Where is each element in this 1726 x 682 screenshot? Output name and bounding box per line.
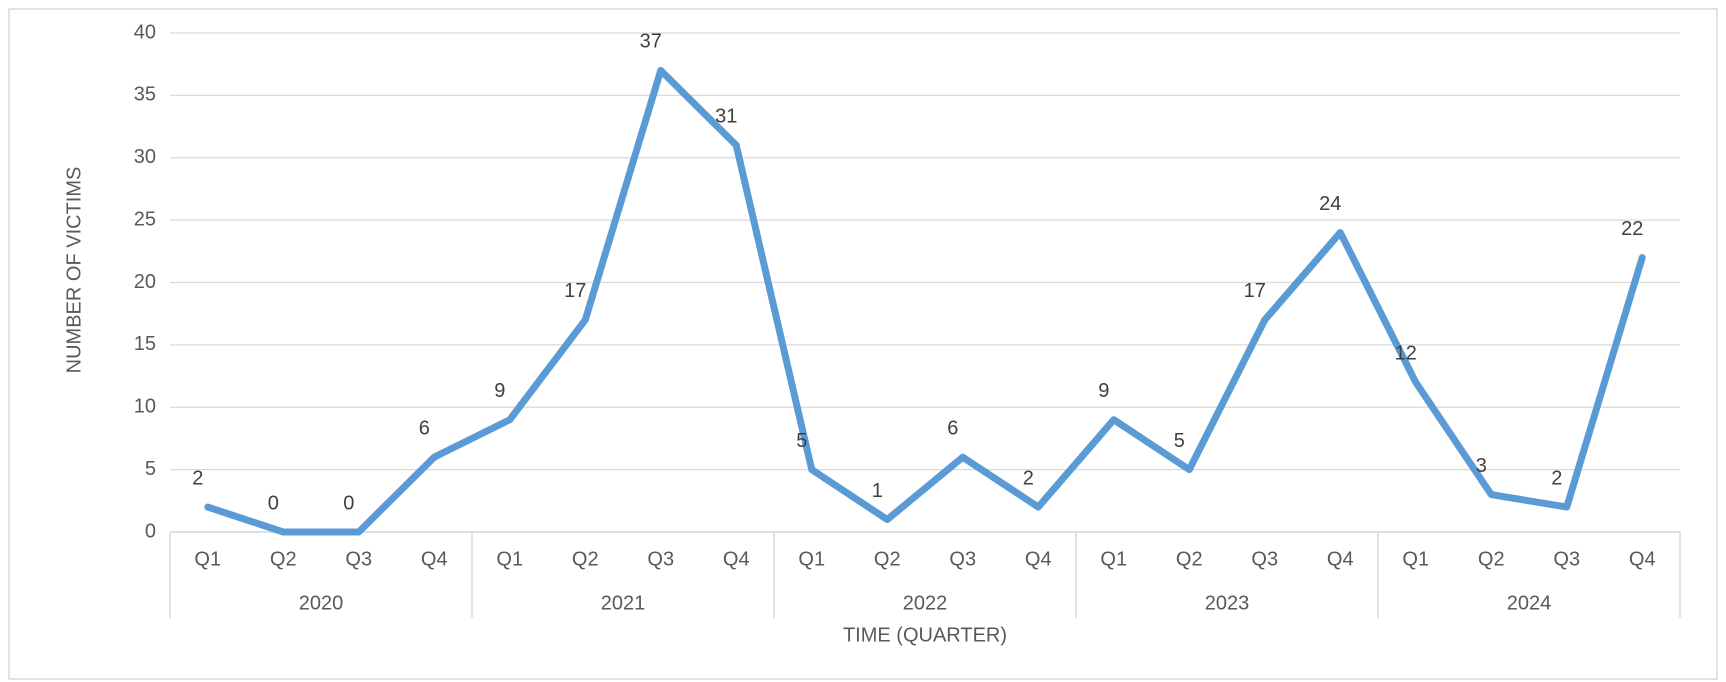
x-tick-label: Q2 bbox=[1478, 548, 1505, 570]
x-tick-label: Q1 bbox=[194, 548, 221, 570]
data-label: 5 bbox=[1174, 430, 1185, 452]
data-label: 3 bbox=[1476, 455, 1487, 477]
data-label: 37 bbox=[640, 31, 662, 53]
group-label: 2022 bbox=[903, 592, 948, 614]
y-tick-label: 30 bbox=[134, 146, 156, 168]
x-tick-label: Q3 bbox=[345, 548, 372, 570]
x-tick-label: Q4 bbox=[1025, 548, 1052, 570]
x-tick-label: Q4 bbox=[1327, 548, 1354, 570]
data-label: 6 bbox=[419, 417, 430, 439]
data-label: 0 bbox=[343, 492, 354, 514]
y-axis-label: NUMBER OF VICTIMS bbox=[63, 167, 85, 374]
x-tick-label: Q3 bbox=[1251, 548, 1278, 570]
y-tick-label: 20 bbox=[134, 271, 156, 293]
y-tick-label: 0 bbox=[145, 520, 156, 542]
y-tick-label: 25 bbox=[134, 208, 156, 230]
x-tick-label: Q1 bbox=[1100, 548, 1127, 570]
group-label: 2024 bbox=[1507, 592, 1552, 614]
data-label: 9 bbox=[494, 380, 505, 402]
data-label: 5 bbox=[796, 430, 807, 452]
data-line bbox=[204, 66, 1646, 536]
y-tick-label: 10 bbox=[134, 396, 156, 418]
data-label: 24 bbox=[1319, 193, 1341, 215]
data-label: 1 bbox=[872, 480, 883, 502]
y-tick-label: 35 bbox=[134, 84, 156, 106]
y-tick-label: 15 bbox=[134, 333, 156, 355]
data-label: 17 bbox=[564, 280, 586, 302]
x-tick-label: Q2 bbox=[874, 548, 901, 570]
x-tick-label: Q2 bbox=[572, 548, 599, 570]
data-label: 22 bbox=[1621, 218, 1643, 240]
x-tick-label: Q3 bbox=[647, 548, 674, 570]
x-tick-label: Q1 bbox=[1402, 548, 1429, 570]
x-tick-label: Q2 bbox=[270, 548, 297, 570]
y-tick-label: 5 bbox=[145, 458, 156, 480]
group-label: 2020 bbox=[299, 592, 344, 614]
data-label: 31 bbox=[715, 106, 737, 128]
x-axis-label: TIME (QUARTER) bbox=[843, 624, 1007, 646]
x-tick-label: Q4 bbox=[421, 548, 448, 570]
group-label: 2021 bbox=[601, 592, 646, 614]
group-label: 2023 bbox=[1205, 592, 1250, 614]
x-tick-label: Q3 bbox=[949, 548, 976, 570]
x-tick-label: Q4 bbox=[1629, 548, 1656, 570]
data-label: 2 bbox=[1023, 467, 1034, 489]
x-tick-label: Q2 bbox=[1176, 548, 1203, 570]
data-label: 0 bbox=[268, 492, 279, 514]
data-label: 12 bbox=[1395, 343, 1417, 365]
data-label: 6 bbox=[947, 417, 958, 439]
data-label: 9 bbox=[1098, 380, 1109, 402]
data-label: 17 bbox=[1244, 280, 1266, 302]
x-tick-label: Q4 bbox=[723, 548, 750, 570]
data-label: 2 bbox=[1551, 467, 1562, 489]
x-tick-label: Q3 bbox=[1553, 548, 1580, 570]
x-tick-label: Q1 bbox=[798, 548, 825, 570]
data-label: 2 bbox=[192, 467, 203, 489]
chart-border bbox=[8, 8, 1718, 680]
y-tick-label: 40 bbox=[134, 21, 156, 43]
x-tick-label: Q1 bbox=[496, 548, 523, 570]
